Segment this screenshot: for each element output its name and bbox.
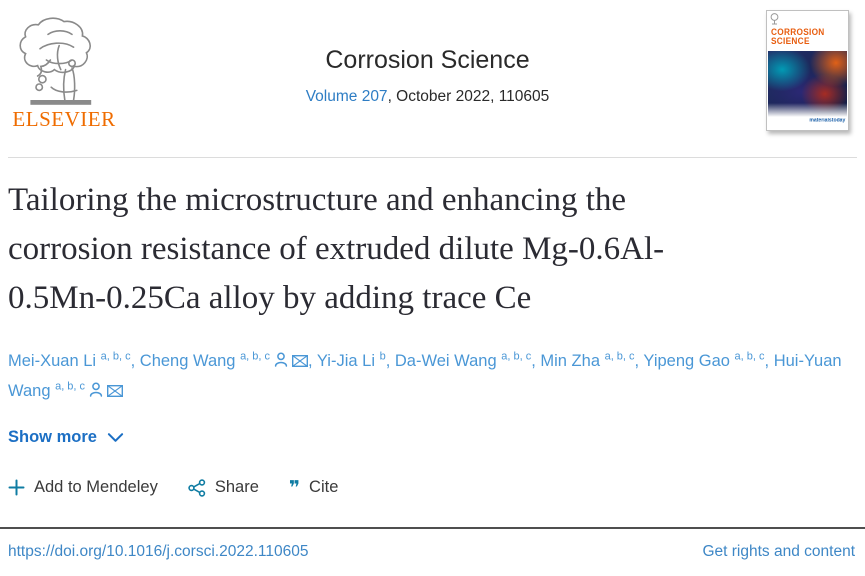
author-link[interactable]: Hui-Yuan Wang a, b, c <box>8 352 842 400</box>
elsevier-wordmark: ELSEVIER <box>12 107 116 131</box>
cite-button[interactable]: ❞ Cite <box>289 478 339 497</box>
author-link[interactable]: Cheng Wang a, b, c <box>139 350 271 370</box>
author-link[interactable]: Da-Wei Wang a, b, c <box>394 350 532 370</box>
cite-label: Cite <box>309 478 339 496</box>
author-list: Mei-Xuan Li a, b, c, Cheng Wang a, b, c,… <box>8 350 842 400</box>
get-rights-link[interactable]: Get rights and content <box>702 543 855 560</box>
chevron-down-icon <box>107 433 124 442</box>
add-to-mendeley-button[interactable]: Add to Mendeley <box>8 478 158 497</box>
share-icon <box>188 478 206 497</box>
show-more-label: Show more <box>8 428 97 446</box>
journal-issue-line: Volume 207, October 2022, 110605 <box>120 88 735 106</box>
plus-icon <box>8 479 25 496</box>
show-more-button[interactable]: Show more <box>8 428 124 447</box>
share-label: Share <box>214 478 259 496</box>
doi-link[interactable]: https://doi.org/10.1016/j.corsci.2022.11… <box>8 543 309 560</box>
header-divider <box>8 157 857 158</box>
action-bar: Add to Mendeley Share ❞ Cite <box>8 478 338 497</box>
cover-artwork <box>768 51 847 117</box>
share-button[interactable]: Share <box>188 478 259 497</box>
article-title: Tailoring the microstructure and enhanci… <box>8 176 835 323</box>
email-envelope-icon[interactable] <box>292 355 309 367</box>
cover-brand-logo: materialstoday <box>808 118 845 124</box>
cite-quote-icon: ❞ <box>288 476 301 499</box>
title-line-2: corrosion resistance of extruded dilute … <box>8 231 665 267</box>
email-envelope-icon[interactable] <box>107 385 124 397</box>
corresponding-author-icon[interactable] <box>89 382 103 397</box>
journal-cover-thumbnail[interactable]: CORROSION SCIENCE materialstoday <box>766 10 849 131</box>
author-link[interactable]: Yi-Jia Li b <box>316 350 386 370</box>
elsevier-tree-icon <box>19 17 92 105</box>
cover-bottom: materialstoday <box>767 117 848 130</box>
journal-title: Corrosion Science <box>325 46 530 74</box>
cover-top: CORROSION SCIENCE <box>767 11 848 51</box>
title-line-3: 0.5Mn-0.25Ca alloy by adding trace Ce <box>8 280 532 316</box>
title-line-1: Tailoring the microstructure and enhanci… <box>8 182 627 218</box>
journal-header: Corrosion Science Volume 207, October 20… <box>120 46 735 106</box>
cover-journal-title: CORROSION SCIENCE <box>771 27 825 46</box>
author-link[interactable]: Mei-Xuan Li a, b, c <box>8 350 131 370</box>
issue-date-text: , October 2022, 110605 <box>387 88 550 105</box>
corresponding-author-icon[interactable] <box>274 352 288 367</box>
volume-link[interactable]: Volume 207 <box>305 88 388 105</box>
author-link[interactable]: Min Zha a, b, c <box>540 350 635 370</box>
footer-links: https://doi.org/10.1016/j.corsci.2022.11… <box>8 543 855 561</box>
author-link[interactable]: Yipeng Gao a, b, c <box>643 350 765 370</box>
cover-elsevier-mini-icon <box>770 13 779 25</box>
section-divider <box>0 527 865 529</box>
add-to-mendeley-label: Add to Mendeley <box>34 478 158 496</box>
elsevier-logo[interactable]: ELSEVIER <box>8 10 120 132</box>
